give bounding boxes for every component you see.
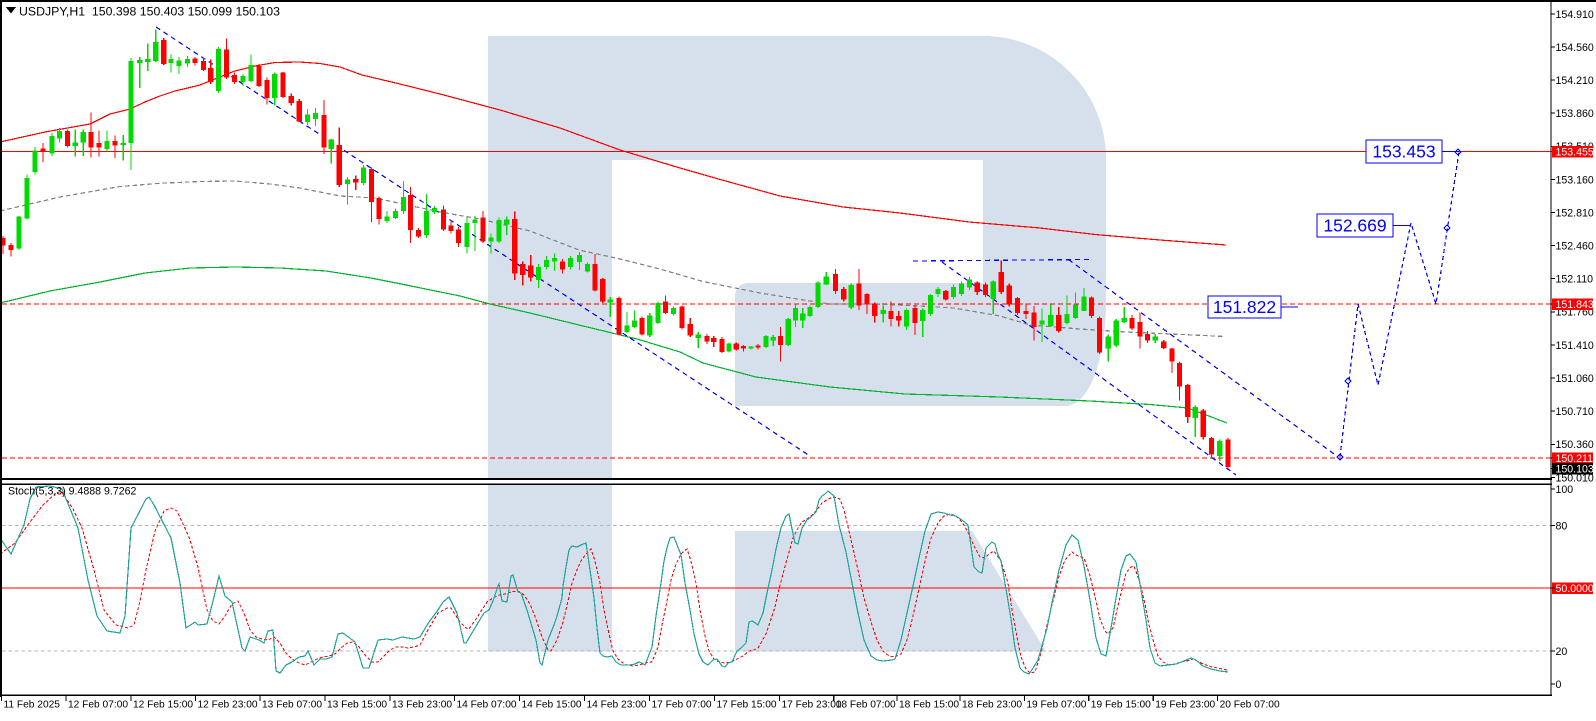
svg-text:153.455: 153.455 bbox=[1556, 146, 1594, 158]
svg-text:153.160: 153.160 bbox=[1556, 174, 1594, 186]
svg-text:150.010: 150.010 bbox=[1556, 472, 1594, 484]
svg-text:13 Feb 07:00: 13 Feb 07:00 bbox=[262, 700, 322, 711]
svg-text:12 Feb 15:00: 12 Feb 15:00 bbox=[133, 700, 193, 711]
svg-text:154.910: 154.910 bbox=[1556, 9, 1594, 21]
svg-text:17 Feb 15:00: 17 Feb 15:00 bbox=[717, 700, 777, 711]
svg-text:14 Feb 23:00: 14 Feb 23:00 bbox=[587, 700, 647, 711]
svg-text:150.103: 150.103 bbox=[1556, 464, 1594, 476]
svg-text:153.453: 153.453 bbox=[1372, 142, 1435, 162]
svg-text:14 Feb 07:00: 14 Feb 07:00 bbox=[457, 700, 517, 711]
svg-text:20 Feb 07:00: 20 Feb 07:00 bbox=[1220, 700, 1280, 711]
svg-text:151.822: 151.822 bbox=[1213, 297, 1276, 317]
svg-text:19 Feb 23:00: 19 Feb 23:00 bbox=[1155, 700, 1215, 711]
svg-text:150.211: 150.211 bbox=[1556, 453, 1594, 465]
svg-text:13 Feb 15:00: 13 Feb 15:00 bbox=[327, 700, 387, 711]
svg-text:152.669: 152.669 bbox=[1323, 216, 1386, 236]
svg-text:0: 0 bbox=[1556, 679, 1562, 691]
svg-text:150.360: 150.360 bbox=[1556, 439, 1594, 451]
svg-text:Stoch(5,3,3) 9.4888 9.7262: Stoch(5,3,3) 9.4888 9.7262 bbox=[8, 486, 137, 498]
svg-text:18 Feb 07:00: 18 Feb 07:00 bbox=[836, 700, 896, 711]
svg-text:13 Feb 23:00: 13 Feb 23:00 bbox=[392, 700, 452, 711]
svg-text:19 Feb 07:00: 19 Feb 07:00 bbox=[1026, 700, 1086, 711]
svg-text:151.843: 151.843 bbox=[1556, 299, 1594, 311]
svg-text:153.860: 153.860 bbox=[1556, 108, 1594, 120]
svg-text:152.460: 152.460 bbox=[1556, 241, 1594, 253]
svg-text:80: 80 bbox=[1556, 520, 1568, 532]
svg-text:152.810: 152.810 bbox=[1556, 207, 1594, 219]
svg-text:152.110: 152.110 bbox=[1556, 274, 1594, 286]
svg-text:18 Feb 23:00: 18 Feb 23:00 bbox=[962, 700, 1022, 711]
svg-text:19 Feb 15:00: 19 Feb 15:00 bbox=[1091, 700, 1151, 711]
svg-text:12 Feb 07:00: 12 Feb 07:00 bbox=[68, 700, 128, 711]
svg-text:14 Feb 15:00: 14 Feb 15:00 bbox=[522, 700, 582, 711]
svg-text:100: 100 bbox=[1556, 484, 1574, 496]
svg-text:50.0000: 50.0000 bbox=[1556, 583, 1594, 595]
svg-text:17 Feb 23:00: 17 Feb 23:00 bbox=[782, 700, 842, 711]
svg-text:151.410: 151.410 bbox=[1556, 340, 1594, 352]
svg-text:11 Feb 2025: 11 Feb 2025 bbox=[4, 700, 61, 711]
svg-text:18 Feb 15:00: 18 Feb 15:00 bbox=[899, 700, 959, 711]
svg-text:12 Feb 23:00: 12 Feb 23:00 bbox=[198, 700, 258, 711]
svg-text:154.210: 154.210 bbox=[1556, 75, 1594, 87]
svg-text:151.060: 151.060 bbox=[1556, 373, 1594, 385]
svg-text:USDJPY,H1 150.398 150.403 150: USDJPY,H1 150.398 150.403 150.099 150.10… bbox=[19, 5, 280, 19]
svg-text:20: 20 bbox=[1556, 646, 1568, 658]
svg-text:17 Feb 07:00: 17 Feb 07:00 bbox=[652, 700, 712, 711]
svg-text:150.710: 150.710 bbox=[1556, 406, 1594, 418]
svg-text:154.560: 154.560 bbox=[1556, 42, 1594, 54]
